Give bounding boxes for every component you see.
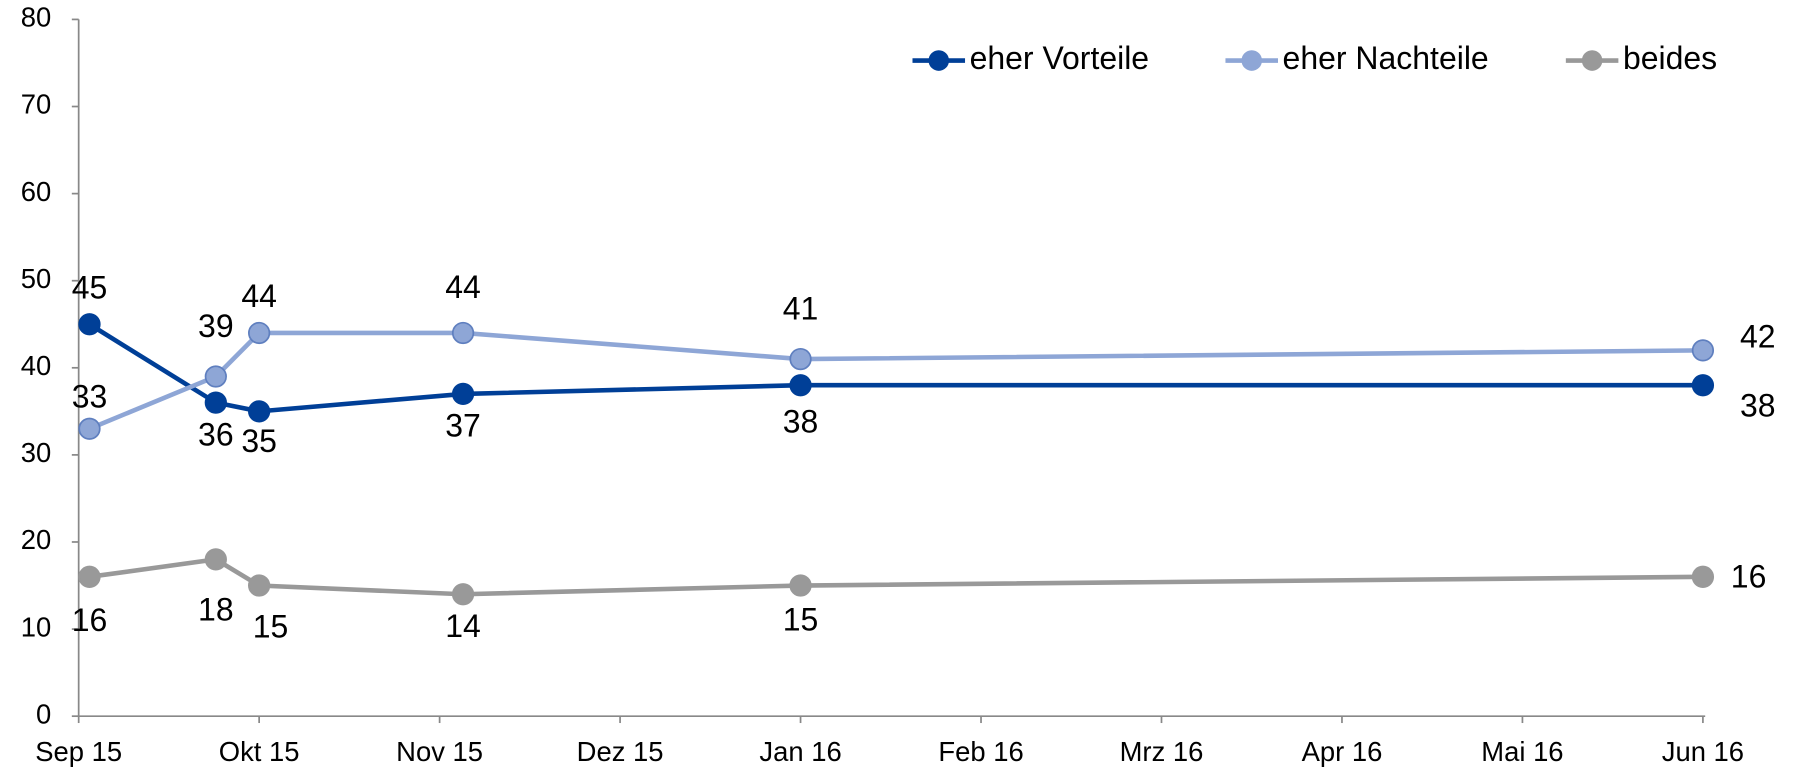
data-point bbox=[789, 347, 812, 371]
data-label: 15 bbox=[783, 602, 819, 638]
y-tick-label: 70 bbox=[21, 89, 51, 120]
legend-label: eher Vorteile bbox=[970, 40, 1149, 76]
y-tick-label: 50 bbox=[21, 263, 51, 294]
x-tick-label: Jun 16 bbox=[1662, 736, 1744, 767]
y-tick-label: 20 bbox=[21, 524, 51, 555]
data-label: 38 bbox=[1740, 388, 1776, 424]
data-point bbox=[1691, 565, 1715, 588]
data-label: 35 bbox=[241, 423, 277, 459]
x-tick-label: Okt 15 bbox=[219, 736, 300, 767]
data-label: 33 bbox=[72, 379, 108, 415]
data-point bbox=[451, 321, 475, 345]
data-label: 44 bbox=[445, 269, 481, 305]
data-label: 41 bbox=[783, 291, 819, 327]
data-label: 44 bbox=[241, 278, 277, 314]
legend-label: beides bbox=[1623, 40, 1717, 76]
x-tick-label: Mrz 16 bbox=[1120, 736, 1204, 767]
legend-label: eher Nachteile bbox=[1283, 40, 1489, 76]
data-point bbox=[204, 548, 227, 571]
data-label: 39 bbox=[198, 308, 234, 344]
y-tick-label: 40 bbox=[21, 350, 51, 381]
data-label: 15 bbox=[253, 608, 289, 644]
data-label: 36 bbox=[198, 416, 234, 452]
x-tick-label: Jan 16 bbox=[759, 736, 841, 767]
data-point bbox=[248, 321, 271, 345]
series-line bbox=[88, 330, 1703, 431]
data-point bbox=[204, 391, 227, 414]
data-label: 14 bbox=[445, 608, 481, 644]
y-tick-label: 10 bbox=[21, 611, 51, 642]
data-point bbox=[78, 565, 101, 588]
x-tick-label: Apr 16 bbox=[1302, 736, 1383, 767]
series-line bbox=[89, 557, 1703, 597]
data-point bbox=[78, 417, 101, 440]
y-tick-label: 30 bbox=[21, 437, 51, 468]
x-tick-label: Sep 15 bbox=[35, 736, 122, 767]
data-label: 42 bbox=[1740, 318, 1776, 354]
data-label: 16 bbox=[1731, 559, 1767, 595]
legend-marker bbox=[1581, 50, 1603, 71]
series-line bbox=[88, 322, 1703, 414]
data-point bbox=[248, 400, 271, 423]
data-point bbox=[204, 365, 227, 388]
y-tick-label: 0 bbox=[36, 698, 51, 729]
x-tick-label: Nov 15 bbox=[396, 736, 483, 767]
data-point bbox=[78, 313, 101, 336]
data-point bbox=[451, 382, 475, 406]
x-tick-label: Feb 16 bbox=[938, 736, 1023, 767]
data-label: 38 bbox=[783, 404, 819, 440]
x-tick-label: Dez 15 bbox=[577, 736, 664, 767]
data-point bbox=[451, 583, 475, 606]
data-point bbox=[1691, 339, 1715, 362]
y-tick-label: 80 bbox=[21, 2, 51, 33]
data-label: 37 bbox=[445, 408, 481, 444]
data-label: 16 bbox=[72, 602, 108, 638]
data-point bbox=[248, 574, 271, 597]
data-point bbox=[789, 574, 812, 597]
data-point bbox=[789, 374, 812, 397]
data-label: 45 bbox=[72, 269, 108, 305]
legend-marker bbox=[928, 50, 950, 71]
y-tick-label: 60 bbox=[21, 176, 51, 207]
x-tick-label: Mai 16 bbox=[1481, 736, 1563, 767]
data-point bbox=[1691, 374, 1715, 397]
data-label: 18 bbox=[198, 591, 234, 627]
legend-marker bbox=[1241, 50, 1263, 71]
